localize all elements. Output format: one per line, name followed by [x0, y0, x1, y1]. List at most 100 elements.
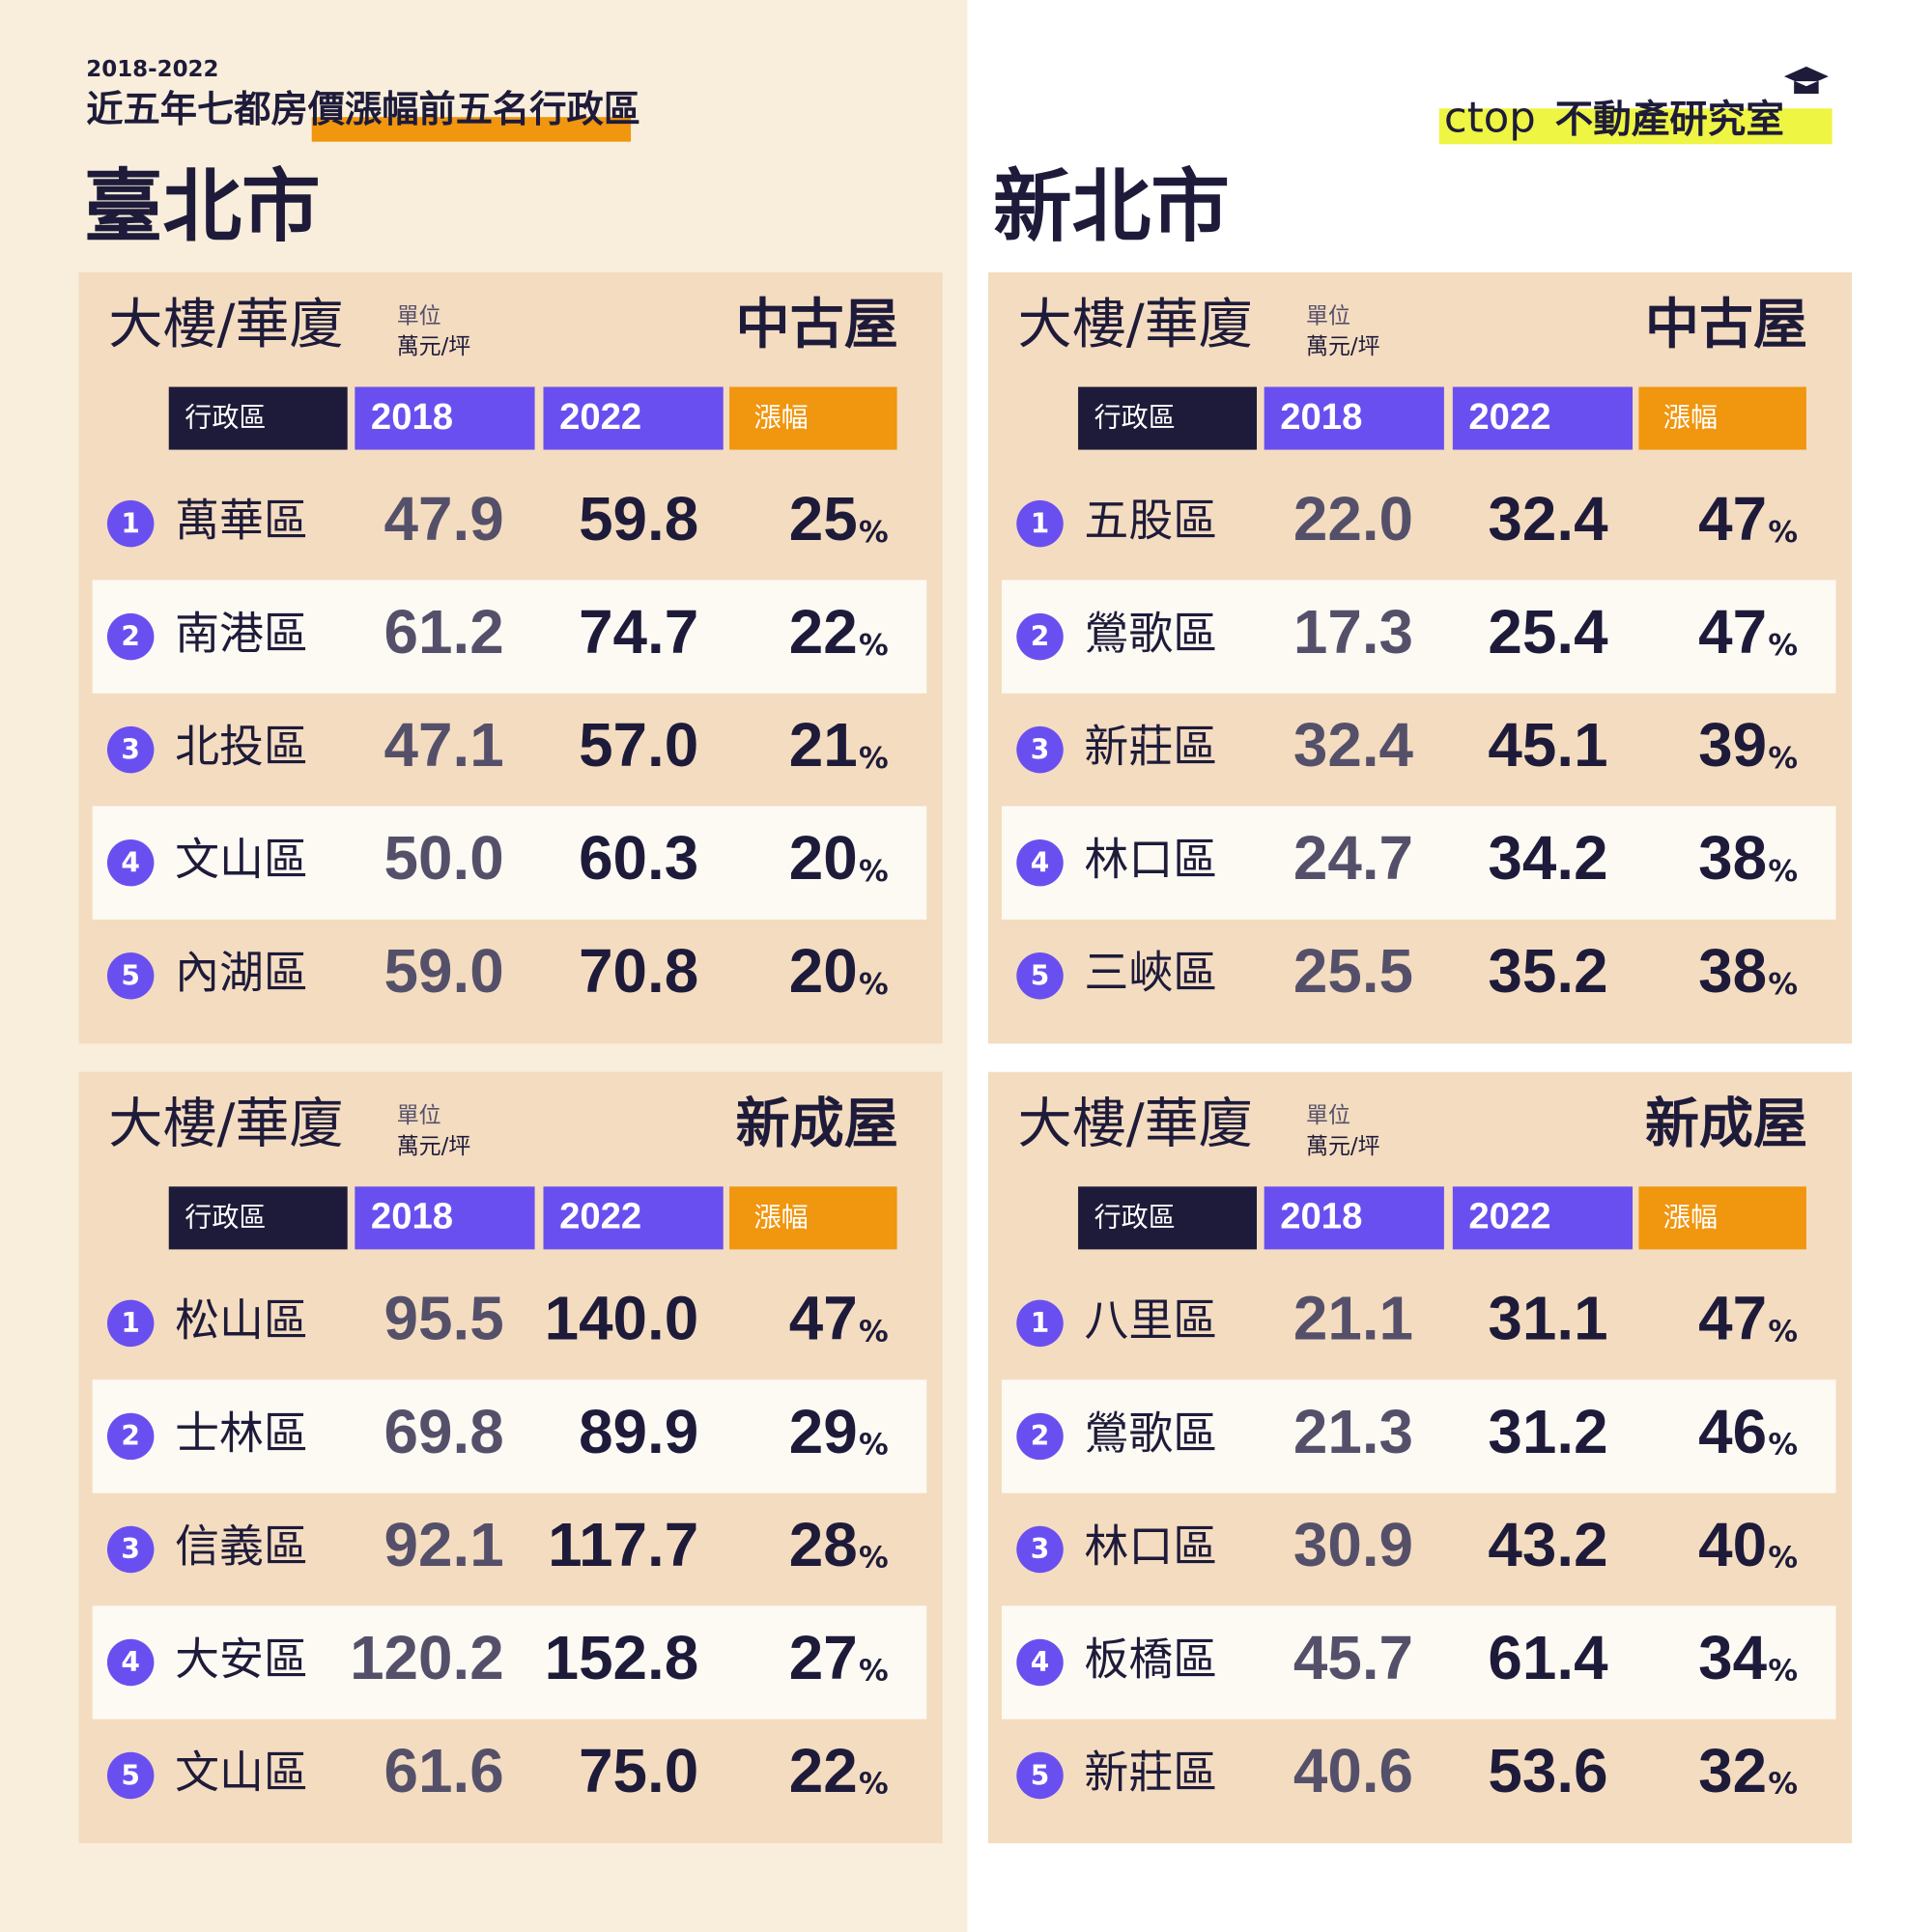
- value-2022: 59.8: [579, 484, 698, 554]
- value-2022: 57.0: [579, 710, 698, 780]
- rank-badge: [106, 1299, 155, 1348]
- value-2018: 45.7: [1293, 1623, 1413, 1692]
- rank: 2: [1031, 620, 1050, 652]
- city-name: 新北市: [993, 161, 1230, 253]
- row-band: [1001, 1379, 1836, 1493]
- value-2018: 21.1: [1293, 1284, 1413, 1353]
- header-text: 漲幅: [1663, 1201, 1718, 1233]
- rank: 2: [121, 620, 140, 652]
- house-kind: 新成屋: [1645, 1094, 1807, 1156]
- row-band: [1001, 580, 1836, 694]
- header-text: 2018: [1280, 396, 1362, 438]
- value-2018: 17.3: [1293, 597, 1413, 667]
- header-cell: [1264, 386, 1444, 450]
- district: 內湖區: [175, 947, 308, 999]
- percent-sign: %: [859, 742, 889, 776]
- percent-sign: %: [1768, 629, 1798, 663]
- district: 板橋區: [1084, 1633, 1217, 1685]
- header-text: 行政區: [185, 1201, 266, 1233]
- header-cell: [1452, 1186, 1634, 1250]
- header-text: 漲幅: [754, 1201, 809, 1233]
- rank-badge: [1016, 1751, 1064, 1800]
- title-lead: 近五年七都: [86, 87, 270, 130]
- value-2022: 35.2: [1488, 936, 1607, 1006]
- row-band: [92, 1379, 927, 1493]
- percent-sign: %: [859, 1655, 889, 1689]
- unit-label: 單位: [1306, 303, 1350, 328]
- growth: 47: [1698, 484, 1767, 554]
- title-highlight-bar: [311, 117, 632, 142]
- value-2022: 34.2: [1488, 823, 1607, 893]
- value-2022: 25.4: [1488, 597, 1608, 667]
- header-cell: [355, 386, 535, 450]
- district: 北投區: [175, 721, 308, 773]
- percent-sign: %: [859, 516, 889, 550]
- panel-label: 大樓/華廈: [1018, 1094, 1253, 1156]
- header-text: 2018: [1280, 1196, 1362, 1237]
- percent-sign: %: [1768, 855, 1798, 889]
- panel-label: 大樓/華廈: [1018, 294, 1253, 356]
- title-tail: 行政區: [529, 87, 640, 130]
- header-text: 2018: [371, 1196, 453, 1237]
- percent-sign: %: [1768, 968, 1798, 1002]
- value-2018: 21.3: [1293, 1397, 1413, 1466]
- value-2018: 40.6: [1293, 1736, 1413, 1805]
- growth: 39: [1698, 710, 1767, 780]
- rank: 1: [1031, 1307, 1050, 1339]
- house-kind: 中古屋: [736, 294, 898, 356]
- value-2018: 24.7: [1293, 823, 1413, 893]
- logo-name: 不動產研究室: [1555, 98, 1784, 142]
- rank-badge: [106, 952, 155, 1000]
- row-band: [92, 1605, 927, 1719]
- district: 鶯歌區: [1084, 1406, 1217, 1459]
- rank: 5: [121, 959, 140, 991]
- value-2022: 70.8: [579, 936, 698, 1006]
- percent-sign: %: [859, 1316, 889, 1350]
- logo-brand: ctop: [1444, 94, 1536, 142]
- city-name: 臺北市: [84, 161, 321, 253]
- percent-sign: %: [1768, 742, 1798, 776]
- header-cell: [729, 1186, 897, 1250]
- rank: 4: [121, 1646, 140, 1678]
- percent-sign: %: [1768, 516, 1798, 550]
- value-2022: 32.4: [1488, 484, 1608, 554]
- header-text: 2022: [559, 396, 641, 438]
- percent-sign: %: [859, 629, 889, 663]
- unit-label: 單位: [397, 303, 441, 328]
- value-2018: 69.8: [384, 1397, 504, 1466]
- growth: 47: [1698, 1284, 1767, 1353]
- growth: 38: [1698, 936, 1767, 1006]
- growth: 34: [1698, 1623, 1767, 1692]
- unit: 萬元/坪: [397, 1134, 471, 1159]
- title-highlight: 房價漲幅前五名: [271, 87, 530, 130]
- growth: 21: [789, 710, 858, 780]
- rank-badge: [106, 612, 155, 661]
- rank: 4: [1031, 1646, 1050, 1678]
- value-2022: 75.0: [579, 1736, 698, 1805]
- value-2022: 45.1: [1488, 710, 1607, 780]
- unit: 萬元/坪: [1306, 334, 1380, 359]
- header-cell: [1638, 1186, 1806, 1250]
- rank-badge: [1016, 725, 1064, 774]
- house-kind: 中古屋: [1645, 294, 1807, 356]
- value-2018: 47.1: [384, 710, 504, 780]
- district: 新莊區: [1084, 721, 1217, 773]
- row-band: [92, 806, 927, 920]
- percent-sign: %: [859, 968, 889, 1002]
- percent-sign: %: [859, 1768, 889, 1802]
- value-2018: 25.5: [1293, 936, 1413, 1006]
- growth: 46: [1698, 1397, 1767, 1466]
- header-cell: [1452, 386, 1634, 450]
- value-2022: 140.0: [545, 1284, 699, 1353]
- value-2018: 32.4: [1293, 710, 1414, 780]
- rank: 2: [1031, 1420, 1050, 1452]
- unit-label: 單位: [1306, 1103, 1350, 1128]
- value-2018: 120.2: [350, 1623, 504, 1692]
- row-band: [1001, 1605, 1836, 1719]
- header-text: 漲幅: [754, 402, 809, 434]
- percent-sign: %: [1768, 1542, 1798, 1576]
